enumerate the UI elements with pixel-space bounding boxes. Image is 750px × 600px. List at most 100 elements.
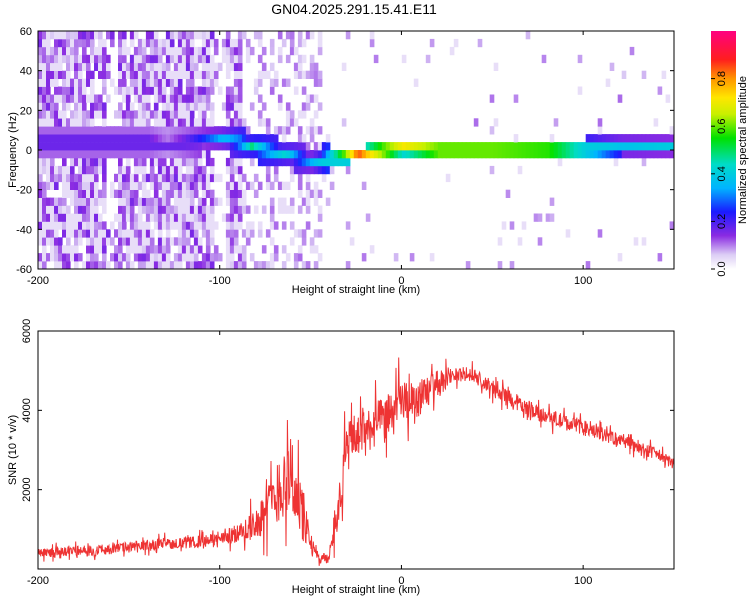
spectrogram-cell bbox=[177, 142, 183, 151]
spectrogram-cell bbox=[169, 78, 175, 87]
spectrogram-cell bbox=[221, 54, 227, 64]
spectrogram-cell bbox=[98, 134, 103, 143]
spectrogram-cell bbox=[313, 142, 319, 151]
spectrogram-cell bbox=[201, 94, 207, 103]
spectrogram-cell bbox=[369, 150, 375, 159]
spectrogram-cell bbox=[153, 173, 159, 183]
spectrogram-cell bbox=[181, 237, 187, 246]
spectrogram-cell bbox=[98, 229, 103, 238]
spectrogram-cell bbox=[277, 126, 283, 135]
snr-xtick-label: 100 bbox=[574, 575, 592, 587]
spectrogram-cell bbox=[489, 165, 495, 175]
spectrogram-cell bbox=[657, 86, 663, 95]
spectrogram-cell bbox=[177, 189, 183, 198]
spectrogram-cell bbox=[86, 31, 91, 40]
spectrogram-cell bbox=[133, 46, 139, 56]
spectrogram-cell bbox=[165, 253, 171, 262]
spectrogram-cell bbox=[90, 237, 95, 246]
spectrogram-cell bbox=[257, 229, 263, 238]
spectrogram-cell bbox=[153, 157, 159, 167]
spectrogram-cell bbox=[94, 261, 99, 269]
spectrogram-cell bbox=[66, 134, 71, 143]
spectrogram-cell bbox=[145, 118, 151, 127]
spectrogram-cell bbox=[245, 142, 251, 151]
spectrogram-cell bbox=[161, 38, 167, 48]
spectrogram-cell bbox=[58, 94, 63, 103]
spectrogram-cell bbox=[149, 157, 155, 167]
spectrogram-cell bbox=[62, 205, 67, 214]
spectrogram-cell bbox=[201, 253, 207, 262]
spectrogram-cell bbox=[62, 126, 67, 135]
spectrogram-cell bbox=[118, 78, 123, 87]
spectrogram-cell bbox=[369, 31, 375, 40]
spectrogram-cell bbox=[177, 38, 183, 48]
spectrogram-cell bbox=[669, 126, 674, 135]
spectrogram-cell bbox=[381, 142, 387, 151]
spectrogram-cell bbox=[201, 261, 207, 269]
spectrogram-cell bbox=[229, 205, 235, 214]
spectrogram-cell bbox=[245, 237, 251, 246]
spectrogram-cell bbox=[102, 54, 107, 64]
spectrogram-cell bbox=[329, 165, 335, 175]
spectrogram-cell bbox=[305, 102, 311, 111]
spectrogram-cell bbox=[46, 70, 51, 79]
spectrogram-cell bbox=[309, 94, 315, 103]
spectrogram-cell bbox=[509, 150, 515, 159]
spectrogram-cell bbox=[225, 157, 231, 167]
spectrogram-cell bbox=[309, 150, 315, 159]
spectrogram-cell bbox=[133, 197, 139, 206]
spectrogram-cell bbox=[54, 62, 59, 71]
spectrogram-cell bbox=[125, 102, 131, 111]
spectrogram-cell bbox=[82, 197, 87, 206]
spectrogram-cell bbox=[181, 253, 187, 262]
spectrogram-cell bbox=[141, 134, 147, 143]
spectrogram-cell bbox=[173, 31, 179, 40]
spectrogram-cell bbox=[86, 181, 91, 190]
spectrogram-cell bbox=[149, 181, 155, 190]
spectrogram-cell bbox=[309, 237, 315, 246]
colorbar-tick-label: 0.2 bbox=[716, 214, 728, 229]
spectrogram-cell bbox=[365, 150, 371, 159]
spectrogram-cell bbox=[181, 181, 187, 190]
spectrogram-cell bbox=[237, 157, 243, 167]
spectrogram-cell bbox=[102, 110, 107, 119]
spectrogram-cell bbox=[197, 94, 203, 103]
spectrogram-cell bbox=[393, 253, 399, 262]
spectrogram-cell bbox=[122, 213, 127, 222]
spectrogram-cell bbox=[102, 118, 107, 127]
spectrogram-cell bbox=[285, 102, 291, 111]
spectrogram-cell bbox=[90, 54, 95, 64]
spectrogram-cell bbox=[229, 189, 235, 198]
spectrogram-cell bbox=[237, 46, 243, 56]
spectrogram-cell bbox=[161, 181, 167, 190]
spectrogram-cell bbox=[541, 142, 547, 151]
spectrogram-cell bbox=[62, 54, 67, 64]
spectrogram-cell bbox=[193, 150, 199, 159]
spectrogram-cell bbox=[225, 126, 231, 135]
spectrogram-cell bbox=[181, 197, 187, 206]
spectrogram-cell bbox=[313, 189, 319, 198]
spectrogram-cell bbox=[513, 94, 519, 103]
spectrogram-cell bbox=[90, 150, 95, 159]
spectrogram-cell bbox=[161, 142, 167, 151]
spectrogram-cell bbox=[129, 189, 135, 198]
spectrogram-cell bbox=[118, 181, 123, 190]
spectrogram-cell bbox=[517, 142, 523, 151]
spectrogram-cell bbox=[257, 261, 263, 269]
spectrogram-cell bbox=[205, 173, 211, 183]
spectrogram-cell bbox=[225, 229, 231, 238]
spectrogram-cell bbox=[497, 261, 503, 269]
spectrogram-cell bbox=[233, 261, 239, 269]
spectrogram-cell bbox=[229, 197, 235, 206]
spectrogram-cell bbox=[78, 118, 83, 127]
spectrogram-cell bbox=[317, 31, 323, 40]
spectrogram-cell bbox=[237, 205, 243, 214]
spectrogram-cell bbox=[489, 150, 495, 159]
spectrogram-cell bbox=[285, 54, 291, 64]
spectrogram-cell bbox=[173, 94, 179, 103]
spectrogram-cell bbox=[54, 261, 59, 269]
spectrogram-cell bbox=[157, 70, 163, 79]
spectrogram-cell bbox=[317, 102, 323, 111]
spectrogram-cell bbox=[58, 31, 63, 40]
